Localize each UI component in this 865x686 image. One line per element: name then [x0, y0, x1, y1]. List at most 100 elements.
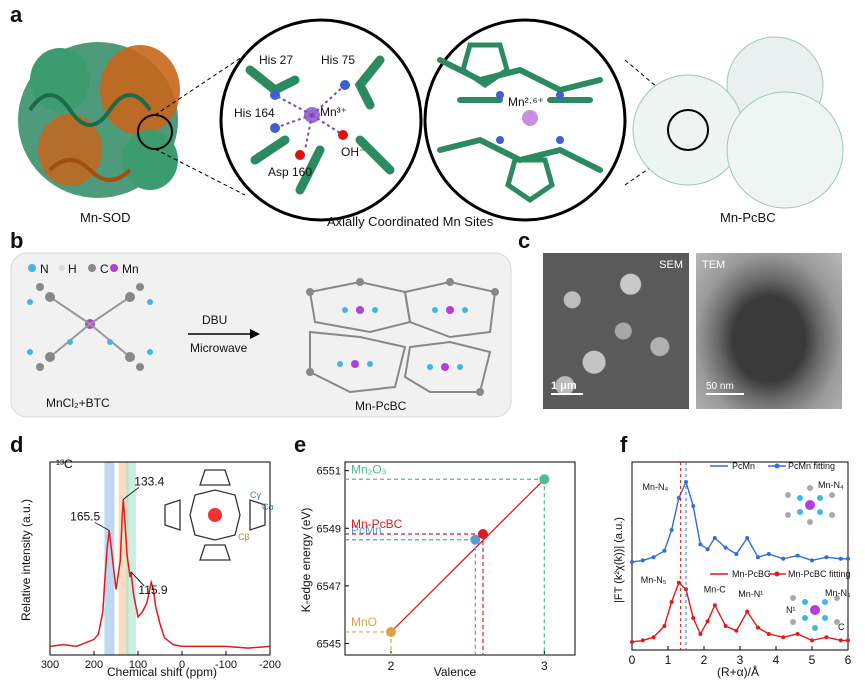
annot-line-0: [94, 522, 110, 531]
mnpcbc-series-marker: [824, 635, 829, 640]
label-mn26: Mn²·⁶⁺: [508, 95, 544, 109]
xtick-label-d: -200: [259, 659, 281, 671]
pcmn-series-marker: [838, 556, 843, 561]
panel-letter-c: c: [518, 228, 531, 253]
exafs-chart: |FT (k²χ(k))| (a.u.) (R+α)/Å PcMn PcMn f…: [613, 461, 852, 679]
mnpcbc-series-marker: [705, 619, 710, 624]
mnpcbc-series-marker: [766, 632, 771, 636]
mnpcbc-series-marker: [630, 640, 634, 644]
ytick-label-e: 6547: [317, 581, 341, 593]
mnpcbc-series-marker: [640, 638, 645, 643]
xtick-label-f: 6: [845, 653, 852, 667]
xlabel-d: Chemical shift (ppm): [107, 665, 217, 679]
point-1: [470, 534, 481, 545]
pcmn-series-line: [631, 480, 848, 563]
point-label-1: PcMn: [351, 523, 382, 537]
label-asp160: Asp 160: [268, 165, 312, 179]
point-label-0: MnO: [351, 615, 377, 629]
panel-b-synthesis: N H C Mn MnCl₂+BTC DBU Microwave Mn-PcBC: [10, 252, 512, 418]
pcmn-series-marker: [781, 556, 786, 561]
label-cg: Cγ: [250, 490, 261, 500]
legend-pcmn: PcMn: [732, 461, 755, 471]
tem-scale-label: 50 nm: [706, 381, 734, 392]
point-label-3: Mn₂O₃: [351, 462, 387, 476]
mnpcbc-series-marker: [651, 635, 656, 640]
label-his27: His 27: [259, 53, 293, 67]
label-dbu: DBU: [202, 313, 227, 327]
mnpcbc-series-marker: [712, 603, 717, 608]
xlabel-f: (R+α)/Å: [717, 664, 759, 679]
pcmn-series-marker: [756, 555, 760, 560]
xtick-label-e: 3: [541, 659, 548, 673]
legend-n: N: [40, 262, 49, 276]
panel-letter-a: a: [10, 2, 23, 27]
label-mncl2-btc: MnCl₂+BTC: [46, 396, 110, 410]
pcmn-series-marker: [766, 552, 771, 556]
mnpcbc-series-marker: [810, 638, 814, 643]
inset-label-c: C: [838, 622, 845, 632]
label-his164: His 164: [234, 106, 275, 120]
xtick-label-d: 0: [179, 659, 185, 671]
xtick-label-d: -100: [215, 659, 237, 671]
panel-letter-d: d: [10, 432, 24, 457]
legend-mnpcbc: Mn-PcBC: [732, 569, 771, 579]
inset-label-mn-n5: Mn-N₅: [825, 588, 851, 598]
nmr-tag: ¹³C: [56, 457, 73, 471]
point-0: [386, 626, 396, 637]
nmr-chart: Relative intensity (a.u.) Chemical shift…: [19, 457, 281, 679]
xtick-label-d: 300: [41, 659, 59, 671]
mnn5-inset: Mn-N₅ N¹ C: [786, 588, 851, 632]
pcmn-series-marker: [651, 555, 656, 560]
ytick-label-e: 6549: [317, 523, 341, 535]
caption-axially-coordinated: Axially Coordinated Mn Sites: [327, 214, 494, 229]
xtick-label-f: 2: [701, 653, 708, 667]
nmr-series-line: [49, 499, 271, 649]
pcmn-series-marker: [824, 555, 829, 560]
mnpcbc-series-marker: [698, 632, 703, 636]
pc-structure-inset: Cγ Cα Cβ: [164, 469, 274, 561]
pcmn-series-marker: [846, 556, 850, 561]
legend-pcmn-fit: PcMn fitting: [788, 461, 835, 471]
inset-label-n1: N¹: [786, 605, 796, 615]
peak-label-mn-n1: Mn-N¹: [738, 589, 763, 599]
mnpcbc-series-marker: [745, 609, 750, 614]
legend-mnpcbc-fit: Mn-PcBC fitting: [788, 569, 851, 579]
sem-scale-label: 1 μm: [551, 380, 577, 392]
label-ca: Cα: [262, 502, 274, 512]
band-2: [125, 462, 136, 655]
peak-label-mn-n5: Mn-N₅: [641, 575, 667, 585]
pcmn-series-marker: [712, 536, 717, 540]
pcmn-series-marker: [676, 496, 681, 500]
pcmn-series-marker: [723, 545, 728, 550]
band-0: [104, 462, 115, 655]
annot-line-1: [123, 486, 140, 500]
sem-image: SEM 1 μm: [543, 253, 689, 409]
ytick-label-e: 6545: [317, 638, 341, 650]
tem-image: TEM 50 nm: [696, 253, 842, 409]
mnn4-inset: Mn-N₄: [785, 480, 844, 525]
pcmn-series-marker: [662, 548, 667, 553]
xtick-label-d: 200: [85, 659, 103, 671]
mncl2-btc-molecule: [27, 283, 153, 371]
label-cb: Cβ: [238, 532, 250, 542]
xtick-label-d: 100: [129, 659, 147, 671]
ylabel-f: |FT (k²χ(k))| (a.u.): [613, 517, 625, 603]
mnpcbc-series-marker: [669, 600, 674, 604]
pcmn-series-marker: [698, 542, 703, 547]
xlabel-e: Valence: [434, 665, 477, 679]
sem-label: SEM: [659, 259, 683, 271]
pcmn-series-marker: [795, 553, 800, 558]
kedge-chart: K-edge energy (eV) Valence 2 3 6545 6547 654…: [299, 461, 576, 679]
mnpcbc-series-marker: [723, 624, 728, 628]
mnpcbc-series-marker: [676, 580, 681, 585]
tem-scale-bar: [706, 393, 744, 395]
fit-line-e: [390, 478, 545, 633]
peak-label-2: 115.9: [138, 583, 167, 597]
pcmn-series-marker: [705, 547, 710, 552]
mnpcbc-series-marker: [795, 632, 800, 636]
mnpcbc-series-marker: [691, 616, 696, 620]
ytick-label-e: 6551: [317, 466, 341, 478]
peak-label-mn-n4: Mn-N₄: [643, 482, 669, 492]
tem-label: TEM: [702, 259, 726, 271]
peak-label-0: 165.5: [70, 509, 100, 523]
